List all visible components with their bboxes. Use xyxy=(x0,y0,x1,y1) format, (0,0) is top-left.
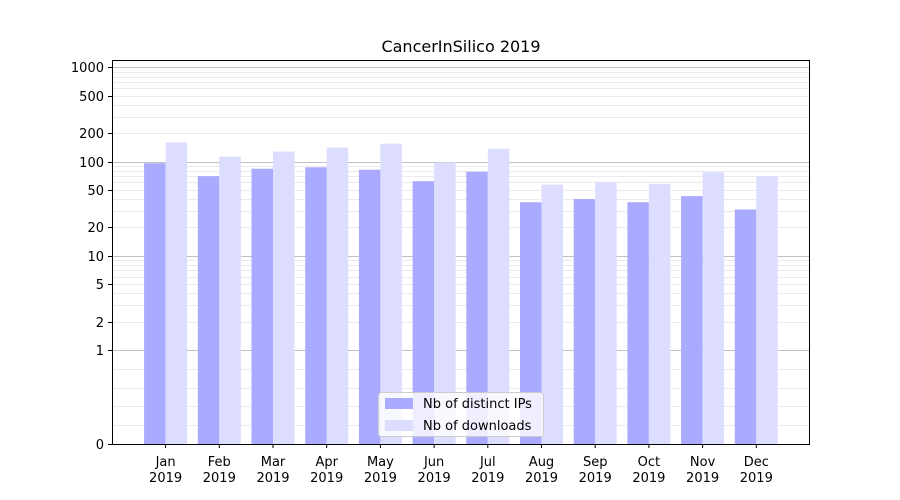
y-tick-label: 0 xyxy=(96,438,104,453)
y-tick-label: 1000 xyxy=(71,61,104,76)
bar-downloads-nov xyxy=(702,172,725,444)
x-tick-label-year: 2019 xyxy=(471,471,504,486)
bar-distinct-ips-nov xyxy=(681,196,703,444)
x-tick-label-year: 2019 xyxy=(686,471,719,486)
x-axis: Jan2019Feb2019Mar2019Apr2019May2019Jun20… xyxy=(149,444,773,486)
y-tick-label: 100 xyxy=(79,156,104,171)
bar-downloads-feb xyxy=(219,156,241,444)
x-tick-label-month: Jun xyxy=(423,455,444,470)
y-tick-label: 5 xyxy=(96,278,104,293)
x-tick-label-month: Apr xyxy=(315,455,338,470)
bar-distinct-ips-aug xyxy=(520,202,542,444)
x-tick-label-month: Aug xyxy=(529,455,554,470)
bar-downloads-apr xyxy=(326,147,349,445)
y-tick-label: 500 xyxy=(79,90,104,105)
x-tick-label-month: Sep xyxy=(583,455,608,470)
x-tick-label-month: Mar xyxy=(261,455,286,470)
y-tick-label: 10 xyxy=(87,250,104,265)
x-tick-label-year: 2019 xyxy=(149,471,182,486)
legend-swatch-downloads xyxy=(385,420,413,431)
y-tick-label: 200 xyxy=(79,127,104,142)
bar-distinct-ips-jan xyxy=(144,163,166,444)
plot-frame xyxy=(112,60,810,445)
bar-downloads-jan xyxy=(165,142,188,444)
bar-downloads-jul xyxy=(487,148,510,444)
x-tick-label-year: 2019 xyxy=(203,471,236,486)
x-tick-label-month: May xyxy=(367,455,394,470)
legend-box xyxy=(378,392,544,437)
bar-downloads-sep xyxy=(595,181,617,445)
x-tick-label-year: 2019 xyxy=(632,471,665,486)
bar-downloads-jun xyxy=(434,162,456,445)
x-tick-label-year: 2019 xyxy=(256,471,289,486)
y-tick-label: 20 xyxy=(87,221,104,236)
x-tick-label-month: Dec xyxy=(744,455,769,470)
x-tick-label-month: Oct xyxy=(638,455,660,470)
x-tick-label-year: 2019 xyxy=(525,471,558,486)
bar-distinct-ips-may xyxy=(358,169,381,444)
x-tick-label-month: Nov xyxy=(690,455,716,470)
bar-downloads-aug xyxy=(541,184,563,444)
x-tick-label-year: 2019 xyxy=(740,471,773,486)
y-axis: 0 1 2 5 10 20 50 100 200 500 1000 xyxy=(71,61,112,453)
y-tick-label: 2 xyxy=(96,316,104,331)
bar-distinct-ips-apr xyxy=(305,167,327,444)
x-tick-label-month: Jan xyxy=(155,455,176,470)
bar-downloads-oct xyxy=(648,183,671,445)
bar-distinct-ips-oct xyxy=(627,202,649,444)
x-tick-label-month: Feb xyxy=(208,455,231,470)
y-tick-label: 50 xyxy=(87,184,104,199)
bar-distinct-ips-jul xyxy=(466,171,488,444)
x-tick-label-month: Jul xyxy=(479,455,496,470)
x-tick-label-year: 2019 xyxy=(364,471,397,486)
x-tick-label-year: 2019 xyxy=(310,471,343,486)
bar-distinct-ips-sep xyxy=(573,199,596,444)
x-tick-label-year: 2019 xyxy=(579,471,612,486)
chart-title: CancerInSilico 2019 xyxy=(381,37,540,56)
legend-label-downloads: Nb of downloads xyxy=(423,419,532,434)
bar-distinct-ips-jun xyxy=(412,181,435,444)
x-tick-label-year: 2019 xyxy=(418,471,451,486)
bar-distinct-ips-dec xyxy=(734,209,757,444)
legend-label-distinct-ips: Nb of distinct IPs xyxy=(423,397,532,412)
bar-distinct-ips-feb xyxy=(197,176,220,445)
bar-distinct-ips-mar xyxy=(251,168,273,444)
bars-layer xyxy=(144,142,778,445)
bar-downloads-dec xyxy=(756,176,778,445)
legend-swatch-distinct-ips xyxy=(385,398,413,409)
bar-downloads-mar xyxy=(273,151,295,444)
bar-downloads-may xyxy=(380,143,402,445)
y-tick-label: 1 xyxy=(96,344,104,359)
legend: Nb of distinct IPs Nb of downloads xyxy=(378,392,544,437)
